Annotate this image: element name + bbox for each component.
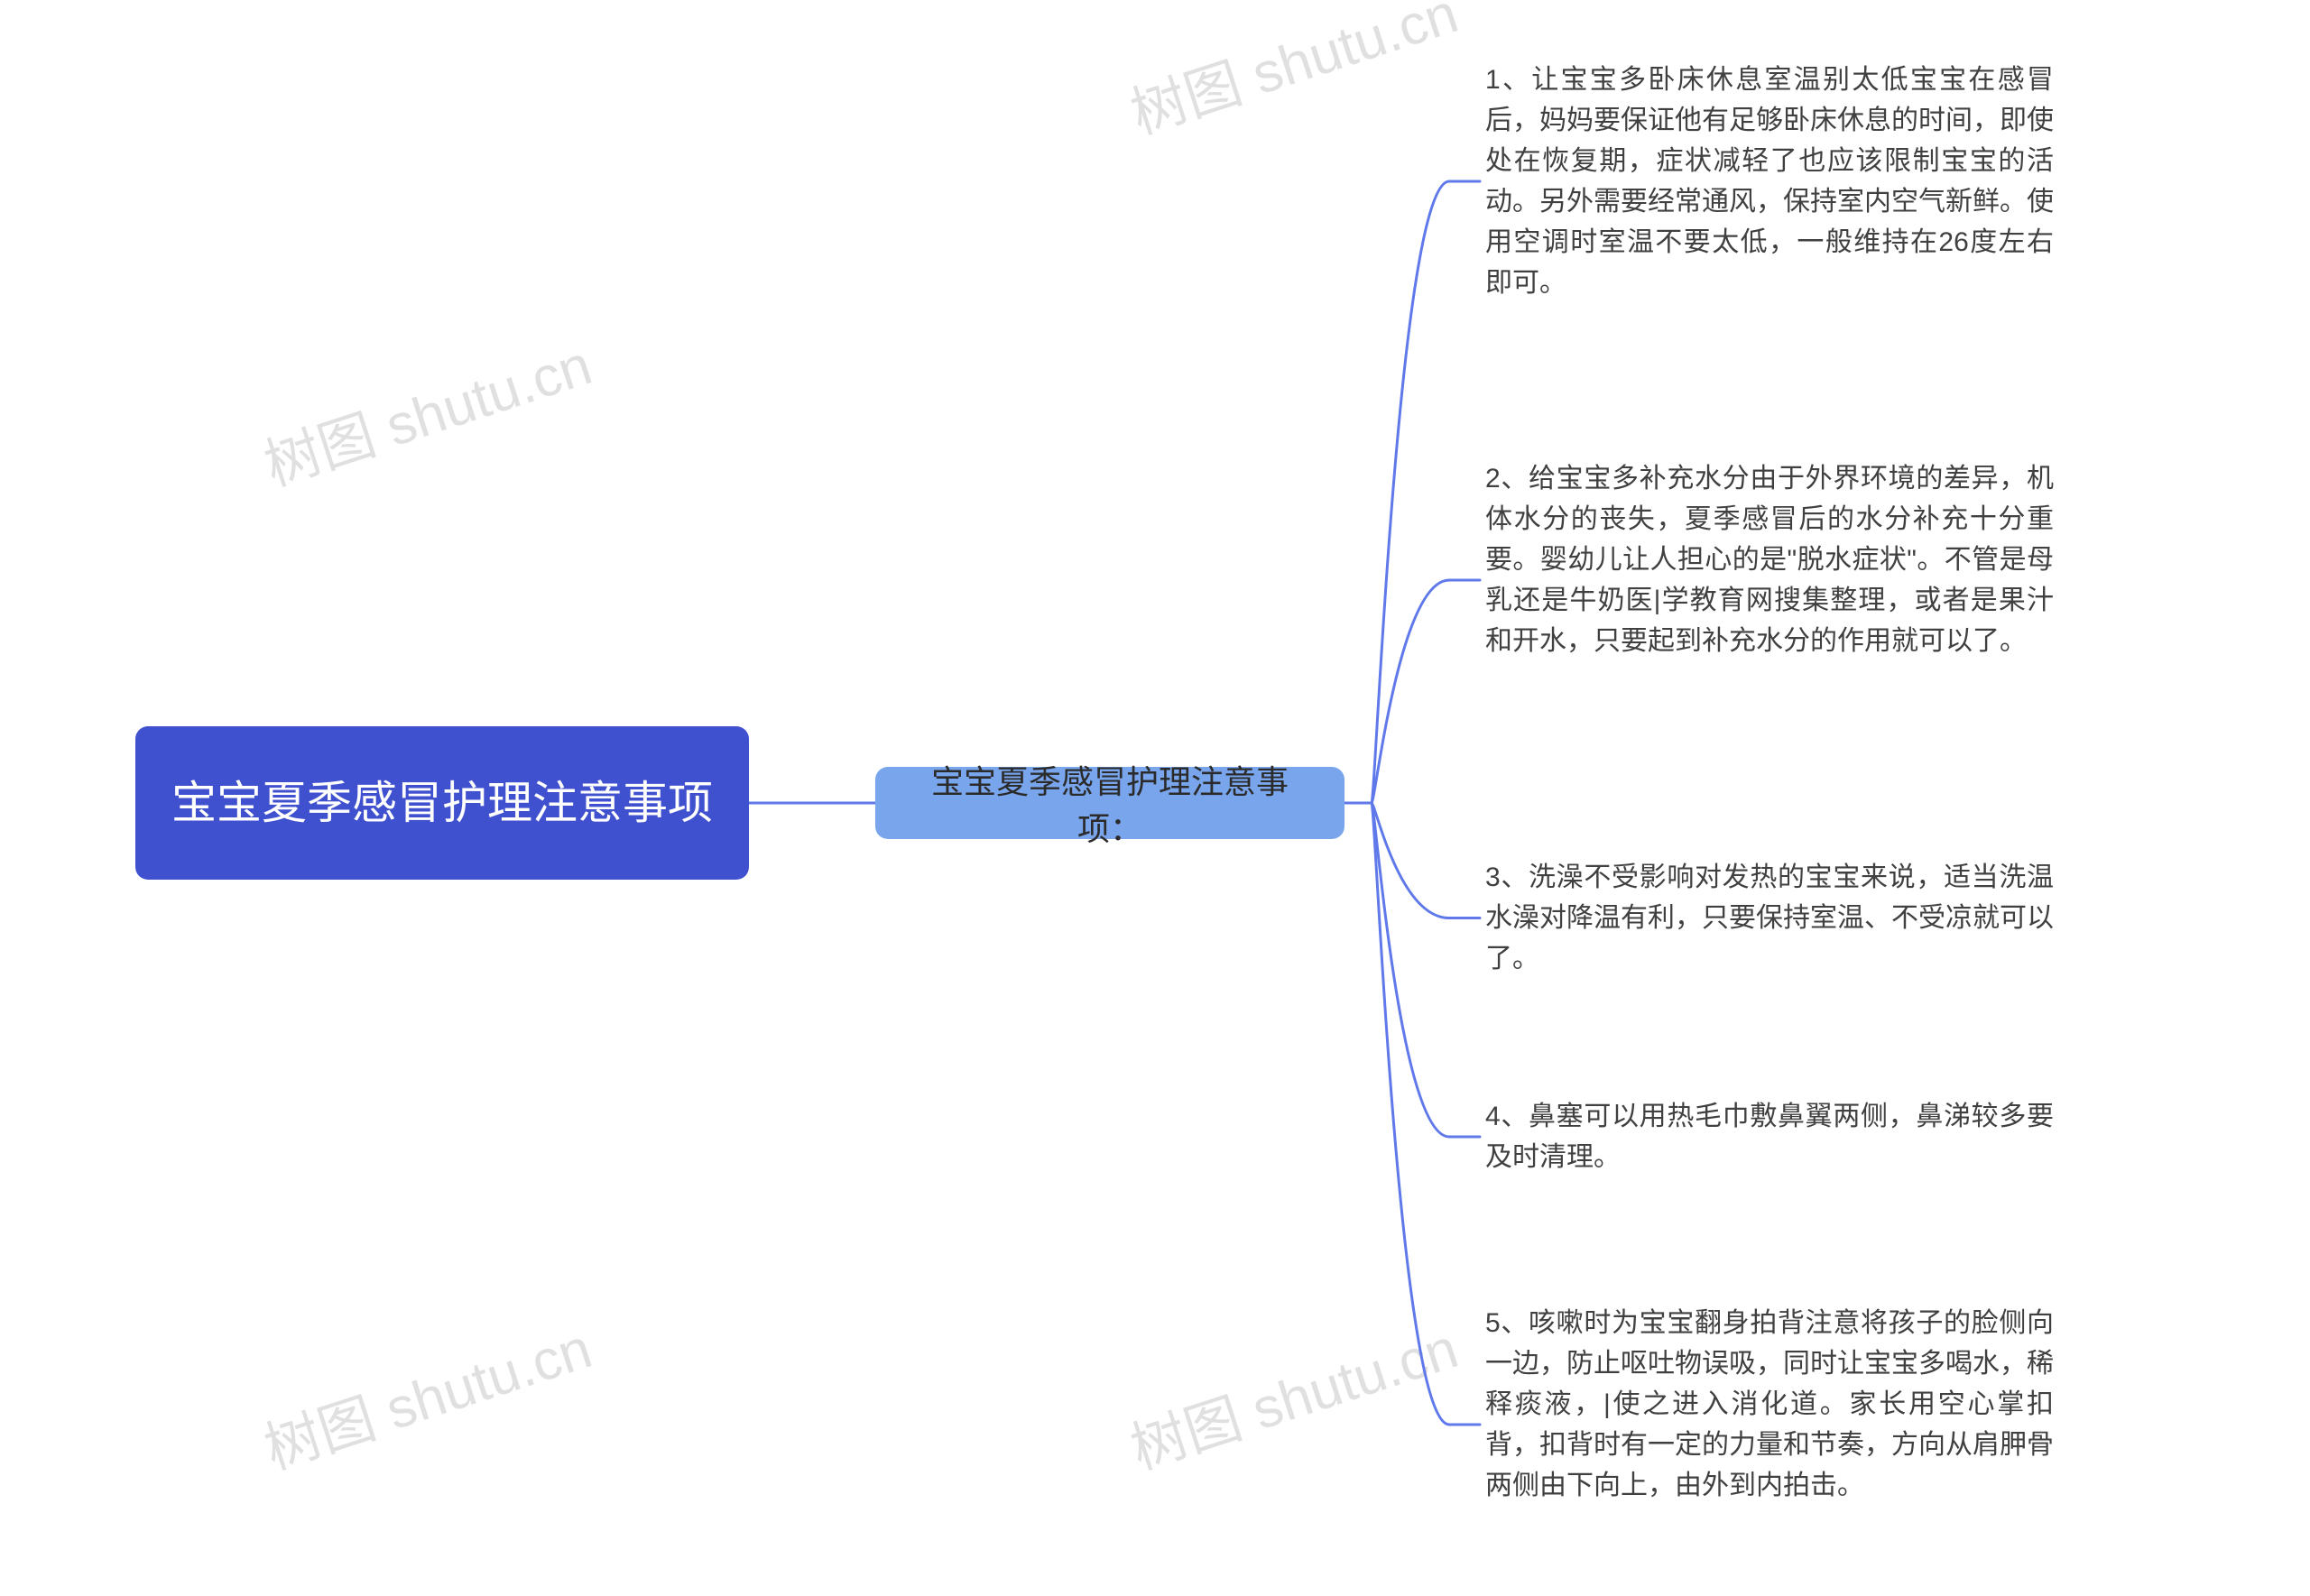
leaf-node-text: 5、咳嗽时为宝宝翻身拍背注意将孩子的脸侧向一边，防止呕吐物误吸，同时让宝宝多喝水… — [1485, 1308, 2054, 1500]
root-node-text: 宝宝夏季感冒护理注意事项 — [171, 771, 713, 835]
mindmap-subtopic-node[interactable]: 宝宝夏季感冒护理注意事项： — [875, 767, 1344, 839]
leaf-node-text: 1、让宝宝多卧床休息室温别太低宝宝在感冒后，妈妈要保证他有足够卧床休息的时间，即… — [1485, 65, 2054, 298]
mindmap-leaf-node[interactable]: 5、咳嗽时为宝宝翻身拍背注意将孩子的脸侧向一边，防止呕吐物误吸，同时让宝宝多喝水… — [1485, 1303, 2054, 1506]
mindmap-leaf-node[interactable]: 2、给宝宝多补充水分由于外界环境的差异，机体水分的丧失，夏季感冒后的水分补充十分… — [1485, 458, 2054, 661]
watermark-text: 树图 shutu.cn — [1119, 1303, 1466, 1485]
mindmap-leaf-node[interactable]: 4、鼻塞可以用热毛巾敷鼻翼两侧，鼻涕较多要及时清理。 — [1485, 1096, 2054, 1177]
watermark-text: 树图 shutu.cn — [253, 1303, 600, 1485]
mindmap-canvas: 树图 shutu.cn 树图 shutu.cn 树图 shutu.cn 树图 shut… — [0, 0, 2310, 1596]
subtopic-node-text: 宝宝夏季感冒护理注意事项： — [901, 756, 1319, 850]
leaf-node-text: 4、鼻塞可以用热毛巾敷鼻翼两侧，鼻涕较多要及时清理。 — [1485, 1102, 2054, 1172]
leaf-node-text: 2、给宝宝多补充水分由于外界环境的差异，机体水分的丧失，夏季感冒后的水分补充十分… — [1485, 464, 2054, 656]
mindmap-leaf-node[interactable]: 1、让宝宝多卧床休息室温别太低宝宝在感冒后，妈妈要保证他有足够卧床休息的时间，即… — [1485, 60, 2054, 303]
watermark-text: 树图 shutu.cn — [1119, 0, 1466, 150]
mindmap-leaf-node[interactable]: 3、洗澡不受影响对发热的宝宝来说，适当洗温水澡对降温有利，只要保持室温、不受凉就… — [1485, 857, 2054, 979]
mindmap-root-node[interactable]: 宝宝夏季感冒护理注意事项 — [135, 726, 749, 880]
watermark-text: 树图 shutu.cn — [253, 319, 600, 502]
leaf-node-text: 3、洗澡不受影响对发热的宝宝来说，适当洗温水澡对降温有利，只要保持室温、不受凉就… — [1485, 863, 2054, 973]
